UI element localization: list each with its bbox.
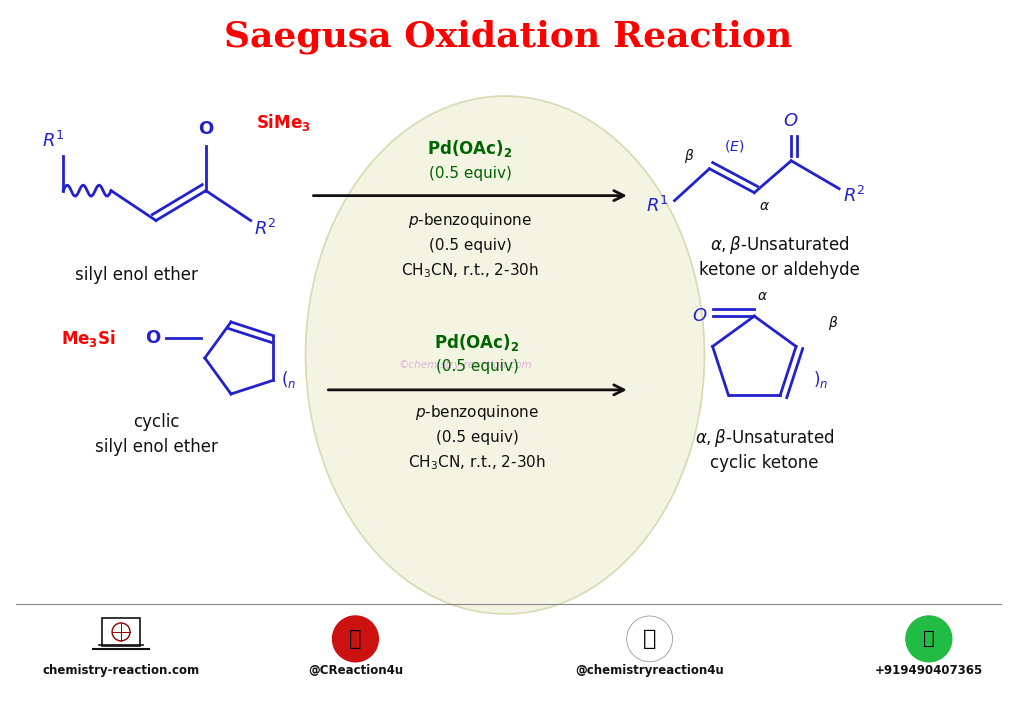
Text: cyclic: cyclic	[132, 413, 179, 431]
Text: $\mathbf{Pd(OAc)_2}$: $\mathbf{Pd(OAc)_2}$	[427, 138, 513, 159]
Circle shape	[112, 623, 130, 641]
Text: $\mathbf{SiMe_3}$: $\mathbf{SiMe_3}$	[255, 112, 310, 133]
Text: $R^2$: $R^2$	[254, 219, 277, 239]
Text: $R^1$: $R^1$	[646, 195, 669, 216]
Text: (0.5 equiv): (0.5 equiv)	[435, 359, 519, 374]
Text: $O$: $O$	[783, 112, 799, 130]
Text: (0.5 equiv): (0.5 equiv)	[435, 430, 519, 445]
Circle shape	[906, 616, 952, 662]
Text: CH$_3$CN, r.t., 2-30h: CH$_3$CN, r.t., 2-30h	[401, 261, 539, 280]
Ellipse shape	[305, 96, 705, 614]
Text: silyl enol ether: silyl enol ether	[95, 437, 218, 456]
Text: $R^2$: $R^2$	[843, 185, 865, 206]
Text: (0.5 equiv): (0.5 equiv)	[429, 166, 512, 181]
Text: $\mathbf{Pd(OAc)_2}$: $\mathbf{Pd(OAc)_2}$	[434, 332, 520, 353]
Text: (0.5 equiv): (0.5 equiv)	[429, 238, 512, 253]
Text: $\mathbf{Me_3Si}$: $\mathbf{Me_3Si}$	[61, 327, 116, 349]
Text: Saegusa Oxidation Reaction: Saegusa Oxidation Reaction	[225, 19, 792, 53]
Text: 📞: 📞	[923, 629, 935, 648]
Text: 🐦: 🐦	[349, 629, 362, 649]
Text: $\mathbf{O}$: $\mathbf{O}$	[144, 329, 161, 347]
Text: $(E)$: $(E)$	[724, 138, 744, 154]
Text: $\beta$: $\beta$	[684, 147, 695, 165]
Text: chemistry-reaction.com: chemistry-reaction.com	[43, 665, 199, 677]
Circle shape	[333, 616, 378, 662]
Text: $\alpha,\beta$-Unsaturated: $\alpha,\beta$-Unsaturated	[710, 234, 849, 256]
Text: CH$_3$CN, r.t., 2-30h: CH$_3$CN, r.t., 2-30h	[408, 453, 546, 472]
Text: $\alpha,\beta$-Unsaturated: $\alpha,\beta$-Unsaturated	[695, 427, 834, 449]
Text: 📷: 📷	[643, 629, 656, 649]
Text: $O$: $O$	[692, 307, 707, 325]
Text: @CReaction4u: @CReaction4u	[308, 665, 403, 677]
FancyBboxPatch shape	[102, 618, 140, 646]
Text: $\mathbf{O}$: $\mathbf{O}$	[197, 120, 214, 138]
Text: ©chemistry-reaction.com: ©chemistry-reaction.com	[399, 360, 532, 370]
Text: ketone or aldehyde: ketone or aldehyde	[699, 261, 859, 279]
Text: silyl enol ether: silyl enol ether	[74, 266, 197, 284]
Text: $p$-benzoquinone: $p$-benzoquinone	[408, 211, 532, 230]
Text: @chemistryreaction4u: @chemistryreaction4u	[576, 665, 724, 677]
Text: $)_n$: $)_n$	[814, 369, 829, 390]
Text: $\alpha$: $\alpha$	[757, 289, 768, 303]
Text: $R^1$: $R^1$	[42, 131, 64, 151]
Text: $\alpha$: $\alpha$	[759, 199, 770, 212]
Text: $(_n$: $(_n$	[281, 369, 296, 390]
Text: $p$-benzoquinone: $p$-benzoquinone	[415, 403, 539, 422]
Circle shape	[626, 616, 672, 662]
Text: cyclic ketone: cyclic ketone	[710, 454, 819, 471]
Text: $\beta$: $\beta$	[828, 314, 838, 332]
Text: +919490407365: +919490407365	[875, 665, 983, 677]
